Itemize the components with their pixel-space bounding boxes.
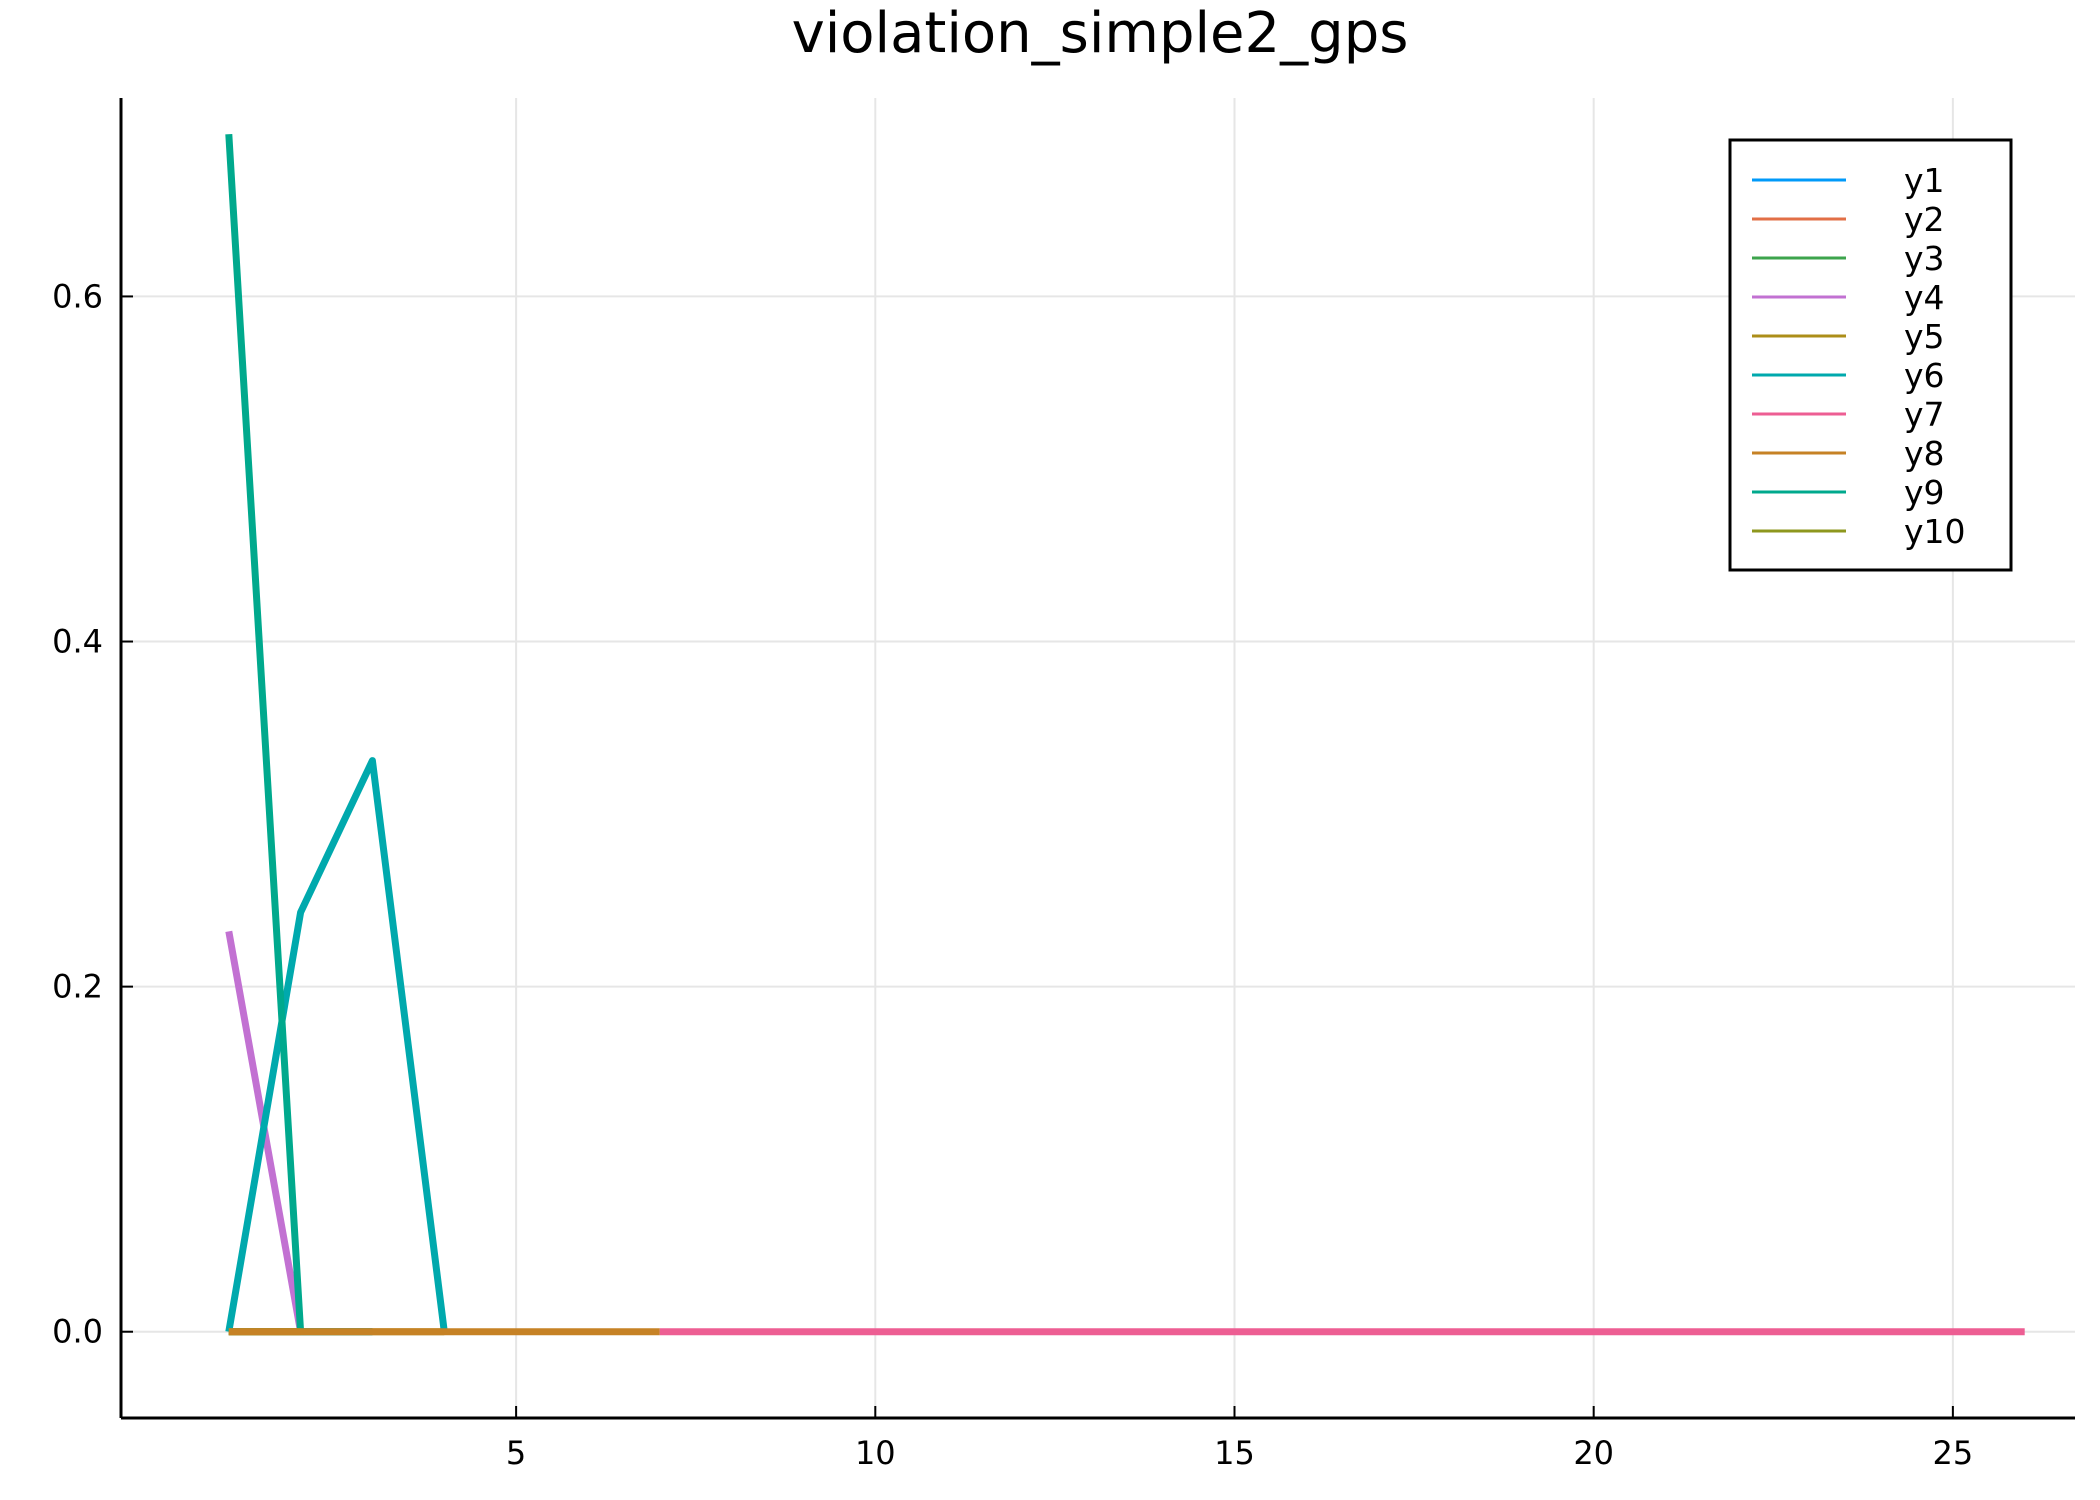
legend-box xyxy=(1728,138,2013,572)
x-tick-label: 15 xyxy=(1214,1434,1255,1472)
y-axis-ticks: 0.0 0.2 0.4 0.6 xyxy=(52,277,133,1351)
legend-label-y3: y3 xyxy=(1904,239,1945,278)
y-tick-label: 0.0 xyxy=(52,1313,103,1351)
legend-label-y8: y8 xyxy=(1904,434,1945,473)
legend-label-y4: y4 xyxy=(1904,278,1945,317)
legend-label-y6: y6 xyxy=(1904,356,1945,395)
legend-label-y10: y10 xyxy=(1904,512,1966,551)
legend-label-y5: y5 xyxy=(1904,317,1945,356)
legend-label-y7: y7 xyxy=(1904,395,1945,434)
series-line-y4 xyxy=(225,930,373,1336)
x-tick-label: 5 xyxy=(506,1434,526,1472)
series-line-y9 xyxy=(225,133,373,1336)
series-line-y6 xyxy=(225,757,448,1333)
y-tick-label: 0.4 xyxy=(52,623,103,661)
x-tick-label: 10 xyxy=(855,1434,896,1472)
legend-label-y2: y2 xyxy=(1904,200,1945,239)
x-tick-label: 25 xyxy=(1933,1434,1974,1472)
x-tick-label: 20 xyxy=(1573,1434,1614,1472)
chart-title: violation_simple2_gps xyxy=(792,1,1409,66)
legend-label-y9: y9 xyxy=(1904,473,1945,512)
legend-label-y1: y1 xyxy=(1904,161,1945,200)
y-tick-label: 0.6 xyxy=(52,277,103,315)
x-axis-ticks: 5 10 15 20 25 xyxy=(506,1406,1973,1472)
axes xyxy=(119,98,2075,1420)
y-tick-label: 0.2 xyxy=(52,968,103,1006)
plot-series xyxy=(225,133,2025,1336)
